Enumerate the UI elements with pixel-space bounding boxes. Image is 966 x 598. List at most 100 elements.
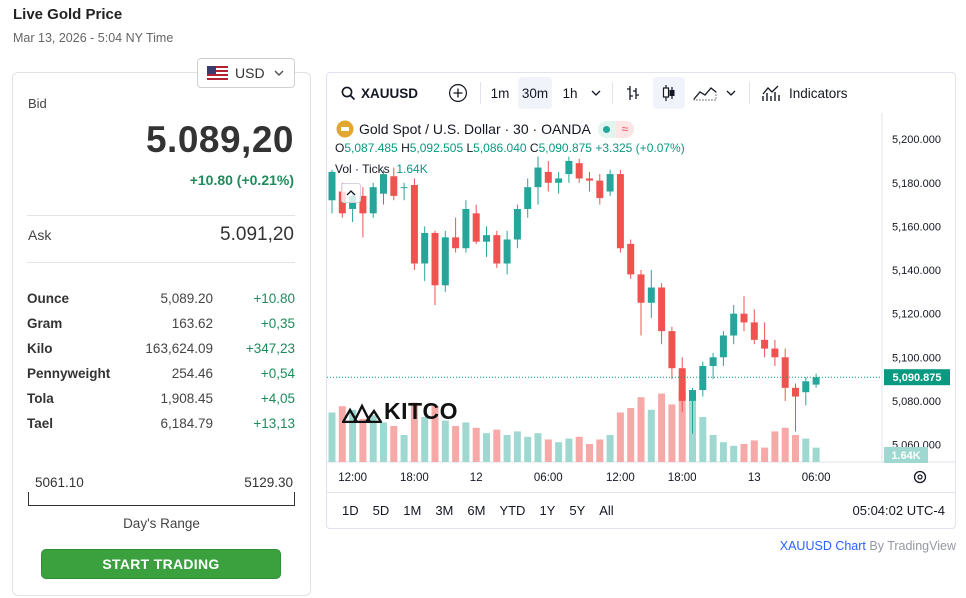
toolbar-divider — [612, 82, 614, 104]
time-axis-tick-label: 06:00 — [534, 472, 563, 484]
tradingview-attribution[interactable]: XAUUSD Chart By TradingView — [780, 539, 956, 553]
volume-tag — [884, 447, 928, 463]
candle-body — [328, 171, 336, 201]
area-chart-type-button[interactable] — [689, 77, 721, 109]
volume-bar — [513, 431, 521, 462]
candle-body — [390, 176, 398, 196]
unit-name: Kilo — [27, 341, 53, 356]
range-1m[interactable]: 1M — [403, 503, 422, 518]
interval-30m[interactable]: 30m — [518, 77, 553, 109]
compare-symbol-button[interactable] — [442, 77, 474, 109]
close-label: C — [529, 141, 539, 155]
volume-bar — [483, 433, 490, 462]
volume-bar — [503, 435, 511, 462]
ask-price: 5.091,20 — [220, 224, 294, 245]
volume-bar — [668, 404, 676, 462]
unit-name: Pennyweight — [27, 366, 111, 381]
volume-bar — [792, 435, 799, 462]
candle-body — [719, 335, 727, 358]
open-label: O — [335, 141, 345, 155]
interval-1h[interactable]: 1h — [562, 85, 578, 101]
chart-clock[interactable]: 05:04:02 UTC-4 — [852, 503, 946, 518]
candle-body — [792, 387, 799, 397]
volume-bar — [565, 438, 573, 462]
range-all[interactable]: All — [599, 503, 614, 518]
market-status-badge: ≈ — [597, 120, 634, 138]
volume-bar — [462, 422, 470, 462]
currency-dropdown[interactable]: USD — [197, 58, 295, 88]
price-axis-tick-label: 5,200.000 — [892, 134, 941, 146]
candle-body — [761, 339, 769, 349]
candle-body — [740, 313, 748, 323]
area-chart-icon — [693, 87, 717, 101]
day-range-label: Day's Range — [123, 516, 200, 531]
candle-body — [586, 178, 593, 181]
attribution-link[interactable]: XAUUSD Chart — [779, 539, 866, 553]
candle-body — [462, 208, 470, 249]
bar-chart-type-button[interactable] — [617, 77, 649, 109]
candle-body — [802, 381, 810, 393]
volume-bar — [338, 406, 346, 462]
unit-change: +0,54 — [260, 366, 295, 381]
price-axis-tick-label: 5,180.000 — [892, 178, 941, 190]
candle-body — [555, 178, 563, 183]
interval-menu-button[interactable] — [586, 77, 606, 109]
day-range-low: 5061.10 — [35, 475, 84, 490]
candle-body — [524, 187, 532, 209]
volume-bar — [410, 402, 418, 462]
range-6m[interactable]: 6M — [467, 503, 486, 518]
candle-body — [771, 348, 779, 358]
chevron-down-icon — [726, 90, 736, 96]
gear-icon — [913, 470, 927, 484]
divider — [27, 262, 295, 263]
unit-price: 254.46 — [171, 366, 213, 381]
candle-body — [781, 357, 789, 388]
interval-1m[interactable]: 1m — [490, 85, 510, 101]
candle-body — [441, 237, 449, 286]
ohlc-readout: O5,087.485 H5,092.505 L5,086.040 C5,090.… — [335, 141, 685, 155]
day-range-high: 5129.30 — [244, 475, 293, 490]
us-flag-icon — [207, 66, 228, 80]
volume-bar — [431, 406, 439, 462]
range-ytd[interactable]: YTD — [499, 503, 526, 518]
candle-body — [668, 331, 676, 369]
range-5y[interactable]: 5Y — [569, 503, 586, 518]
range-5d[interactable]: 5D — [372, 503, 390, 518]
time-axis-tick-label: 12 — [470, 472, 483, 484]
candle-body — [616, 174, 624, 249]
candle-body — [410, 184, 418, 264]
range-1d[interactable]: 1D — [342, 503, 359, 518]
volume-bar — [555, 442, 563, 462]
price-chart[interactable]: 5,200.000 5,180.000 5,160.000 5,140.000 5,12… — [327, 113, 955, 493]
candle-body — [431, 232, 439, 286]
unit-name: Tola — [27, 391, 54, 406]
time-axis-tick-label: 12:00 — [606, 472, 635, 484]
divider — [27, 215, 295, 216]
low-label: L — [466, 141, 474, 155]
start-trading-button[interactable]: START TRADING — [41, 549, 281, 579]
candles-chart-type-button[interactable] — [653, 77, 686, 109]
candle-body — [503, 239, 511, 264]
range-3m[interactable]: 3M — [435, 503, 454, 518]
price-panel — [12, 72, 311, 596]
unit-change: +13,13 — [253, 416, 295, 431]
unit-change: +10.80 — [253, 291, 295, 306]
indicators-icon — [762, 85, 780, 101]
candle-body — [658, 287, 666, 332]
high-value: 5,092.505 — [409, 141, 464, 155]
candle-body — [750, 322, 758, 340]
collapse-legend-button[interactable] — [341, 183, 361, 203]
range-1y[interactable]: 1Y — [539, 503, 556, 518]
time-axis-tick-label: 13 — [748, 472, 761, 484]
price-axis-tick-label: 5,120.000 — [892, 309, 941, 321]
indicators-button[interactable]: Indicators — [755, 77, 854, 109]
unit-change: +4,05 — [260, 391, 295, 406]
time-axis-tick-label: 12:00 — [338, 472, 367, 484]
high-label: H — [401, 141, 410, 155]
ask-label: Ask — [28, 227, 52, 243]
symbol-search-button[interactable]: XAUUSD — [335, 77, 424, 109]
volume-bar — [802, 438, 810, 462]
volume-tag-label: 1.64K — [891, 450, 920, 462]
chart-type-menu-button[interactable] — [721, 77, 741, 109]
bid-price: 5.089,20 — [145, 119, 294, 160]
